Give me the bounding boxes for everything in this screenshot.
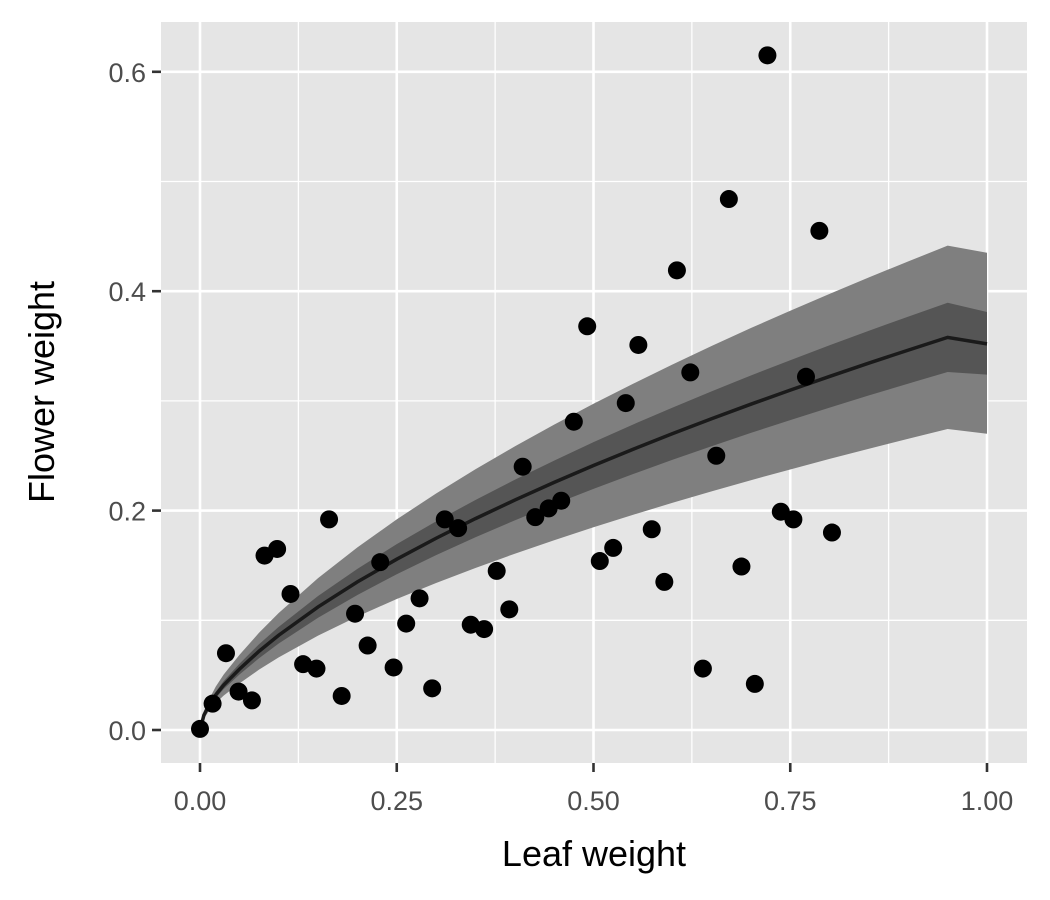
y-tick-label: 0.2 <box>108 497 146 527</box>
data-point <box>681 363 700 382</box>
data-point <box>629 335 648 354</box>
y-tick-label: 0.0 <box>108 716 146 746</box>
y-tick-label: 0.4 <box>108 277 146 307</box>
data-point <box>719 190 738 209</box>
data-point <box>203 694 222 713</box>
x-tick-label: 0.75 <box>764 786 817 816</box>
data-point <box>487 561 506 580</box>
data-point <box>526 508 545 527</box>
data-point <box>268 539 287 558</box>
x-tick-label: 0.25 <box>370 786 423 816</box>
data-point <box>216 644 235 663</box>
data-point <box>796 367 815 386</box>
data-point <box>384 658 403 677</box>
data-point <box>307 659 326 678</box>
data-point <box>410 589 429 608</box>
data-point <box>578 317 597 336</box>
x-axis-title: Leaf weight <box>502 833 686 874</box>
data-point <box>191 719 209 738</box>
data-point <box>475 620 494 639</box>
x-tick-label: 0.00 <box>174 786 227 816</box>
data-point <box>655 572 674 591</box>
data-point <box>642 520 661 539</box>
data-point <box>616 394 635 413</box>
data-point <box>810 221 829 240</box>
data-point <box>564 412 583 431</box>
data-point <box>242 691 261 710</box>
data-point <box>397 614 416 633</box>
y-axis-title: Flower weight <box>21 281 62 503</box>
inner-confidence-band <box>200 302 987 730</box>
x-tick-label: 1.00 <box>961 786 1014 816</box>
x-tick-label: 0.50 <box>567 786 620 816</box>
data-point <box>500 600 519 619</box>
data-point <box>590 552 609 571</box>
data-points <box>191 46 841 738</box>
data-point <box>667 261 686 280</box>
data-point <box>758 46 777 65</box>
data-point <box>435 510 454 529</box>
data-point <box>822 523 841 542</box>
data-point <box>513 457 532 476</box>
data-point <box>423 679 442 698</box>
data-point <box>371 553 390 572</box>
data-point <box>358 636 377 655</box>
data-point <box>693 659 712 678</box>
x-axis-ticks: 0.00 0.25 0.50 0.75 1.00 <box>174 763 1014 816</box>
fit-line <box>198 335 988 731</box>
data-point <box>320 510 339 529</box>
data-point <box>732 557 751 576</box>
data-point <box>281 584 300 603</box>
y-axis-ticks: 0.0 0.2 0.4 0.6 <box>108 58 161 746</box>
data-point <box>229 682 248 701</box>
data-point <box>784 510 803 529</box>
data-point <box>552 491 571 510</box>
data-point <box>604 538 623 557</box>
data-point <box>449 519 468 538</box>
data-point <box>745 674 764 693</box>
y-tick-label: 0.6 <box>108 58 146 88</box>
data-point <box>332 686 351 705</box>
data-point <box>707 446 726 465</box>
data-point <box>346 604 365 623</box>
